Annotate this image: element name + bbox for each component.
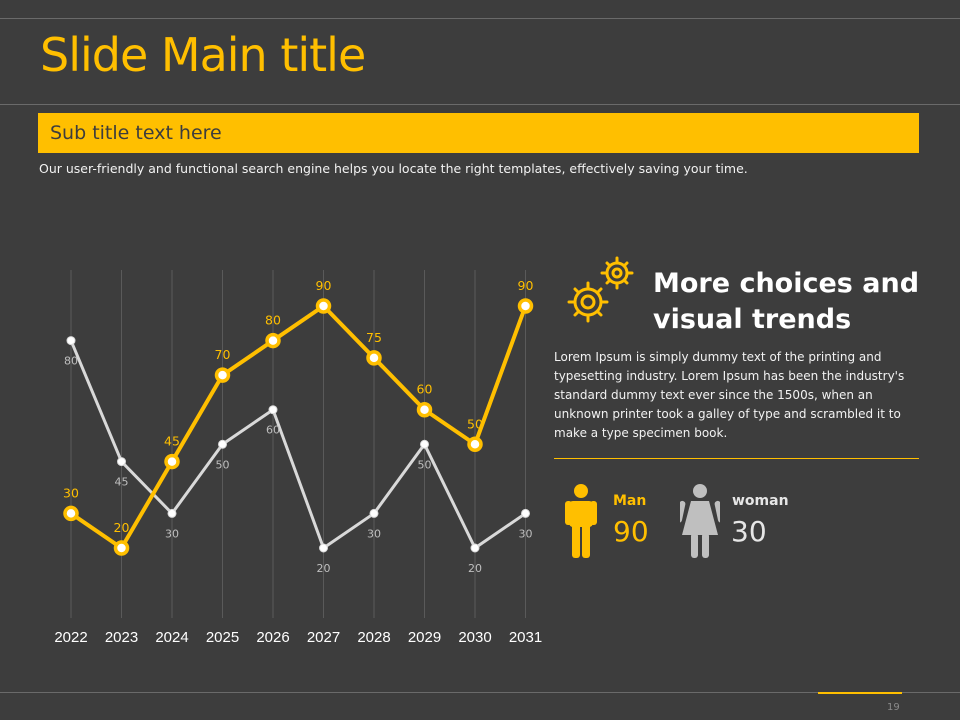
- data-point: [319, 543, 328, 553]
- data-point: [66, 336, 76, 346]
- data-point: [369, 508, 379, 518]
- subtitle-text: Sub title text here: [50, 122, 222, 144]
- data-label: 20: [114, 520, 130, 535]
- description-text: Our user-friendly and functional search …: [39, 161, 748, 176]
- x-tick-label: 2026: [256, 629, 289, 646]
- data-label: 20: [468, 562, 482, 575]
- data-point: [214, 367, 231, 383]
- data-point: [420, 439, 429, 449]
- page-number: 19: [887, 702, 900, 713]
- woman-icon: [680, 484, 720, 558]
- data-point: [113, 540, 130, 556]
- data-point: [265, 332, 281, 349]
- footer-accent: [818, 692, 902, 694]
- man-value: 90: [613, 515, 649, 548]
- info-body: Lorem Ipsum is simply dummy text of the …: [554, 350, 905, 440]
- info-divider: [554, 458, 919, 459]
- data-label: 30: [367, 527, 381, 540]
- data-label: 20: [317, 562, 331, 575]
- subtitle-bar: Sub title text here: [38, 113, 919, 153]
- title-divider: [0, 104, 960, 105]
- x-tick-label: 2031: [509, 629, 542, 646]
- x-tick-label: 2027: [307, 629, 340, 646]
- x-tick-label: 2023: [105, 629, 138, 646]
- series-line: [69, 304, 528, 550]
- x-tick-label: 2024: [155, 629, 188, 646]
- data-label: 60: [266, 424, 280, 437]
- info-heading-line2: visual trends: [653, 304, 852, 335]
- x-tick-label: 2028: [357, 629, 390, 646]
- series-line: [69, 339, 527, 550]
- data-label: 30: [519, 527, 533, 540]
- x-tick-label: 2030: [458, 629, 491, 646]
- x-tick-label: 2029: [408, 629, 441, 646]
- data-point: [366, 350, 382, 366]
- data-label: 30: [165, 527, 179, 540]
- data-point: [521, 508, 530, 518]
- data-point: [268, 405, 278, 415]
- data-label: 70: [215, 347, 231, 362]
- top-divider: [0, 18, 960, 19]
- data-point: [416, 401, 433, 418]
- data-point: [467, 436, 483, 453]
- data-label: 45: [164, 434, 180, 449]
- page-title: Slide Main title: [40, 28, 366, 82]
- info-heading: More choices and visual trends: [653, 266, 923, 338]
- man-label: Man: [613, 493, 647, 509]
- x-tick-label: 2022: [54, 629, 87, 646]
- footer-divider: [0, 692, 960, 693]
- data-point: [315, 298, 332, 314]
- info-heading-line1: More choices and: [653, 268, 920, 299]
- data-label: 80: [64, 355, 78, 368]
- data-point: [517, 298, 534, 314]
- data-label: 80: [265, 313, 281, 328]
- data-label: 50: [418, 458, 432, 471]
- data-point: [218, 439, 227, 449]
- data-label: 60: [417, 382, 433, 397]
- data-label: 30: [63, 485, 79, 500]
- data-point: [117, 457, 126, 467]
- data-point: [63, 505, 79, 522]
- data-label: 90: [316, 278, 332, 293]
- data-point: [164, 453, 180, 470]
- x-tick-label: 2025: [206, 629, 239, 646]
- data-label: 50: [467, 416, 483, 431]
- data-label: 75: [366, 330, 382, 345]
- gears-icon: [567, 256, 634, 323]
- data-point: [470, 543, 480, 553]
- data-label: 45: [115, 476, 129, 489]
- data-label: 90: [518, 278, 534, 293]
- data-point: [167, 508, 177, 518]
- woman-value: 30: [731, 515, 767, 548]
- man-icon: [565, 484, 597, 558]
- line-chart: 2022 2023 2024 2025 2026 2027 2028 2029 2030 2031…: [54, 270, 542, 646]
- data-label: 50: [216, 458, 230, 471]
- woman-label: woman: [732, 493, 789, 509]
